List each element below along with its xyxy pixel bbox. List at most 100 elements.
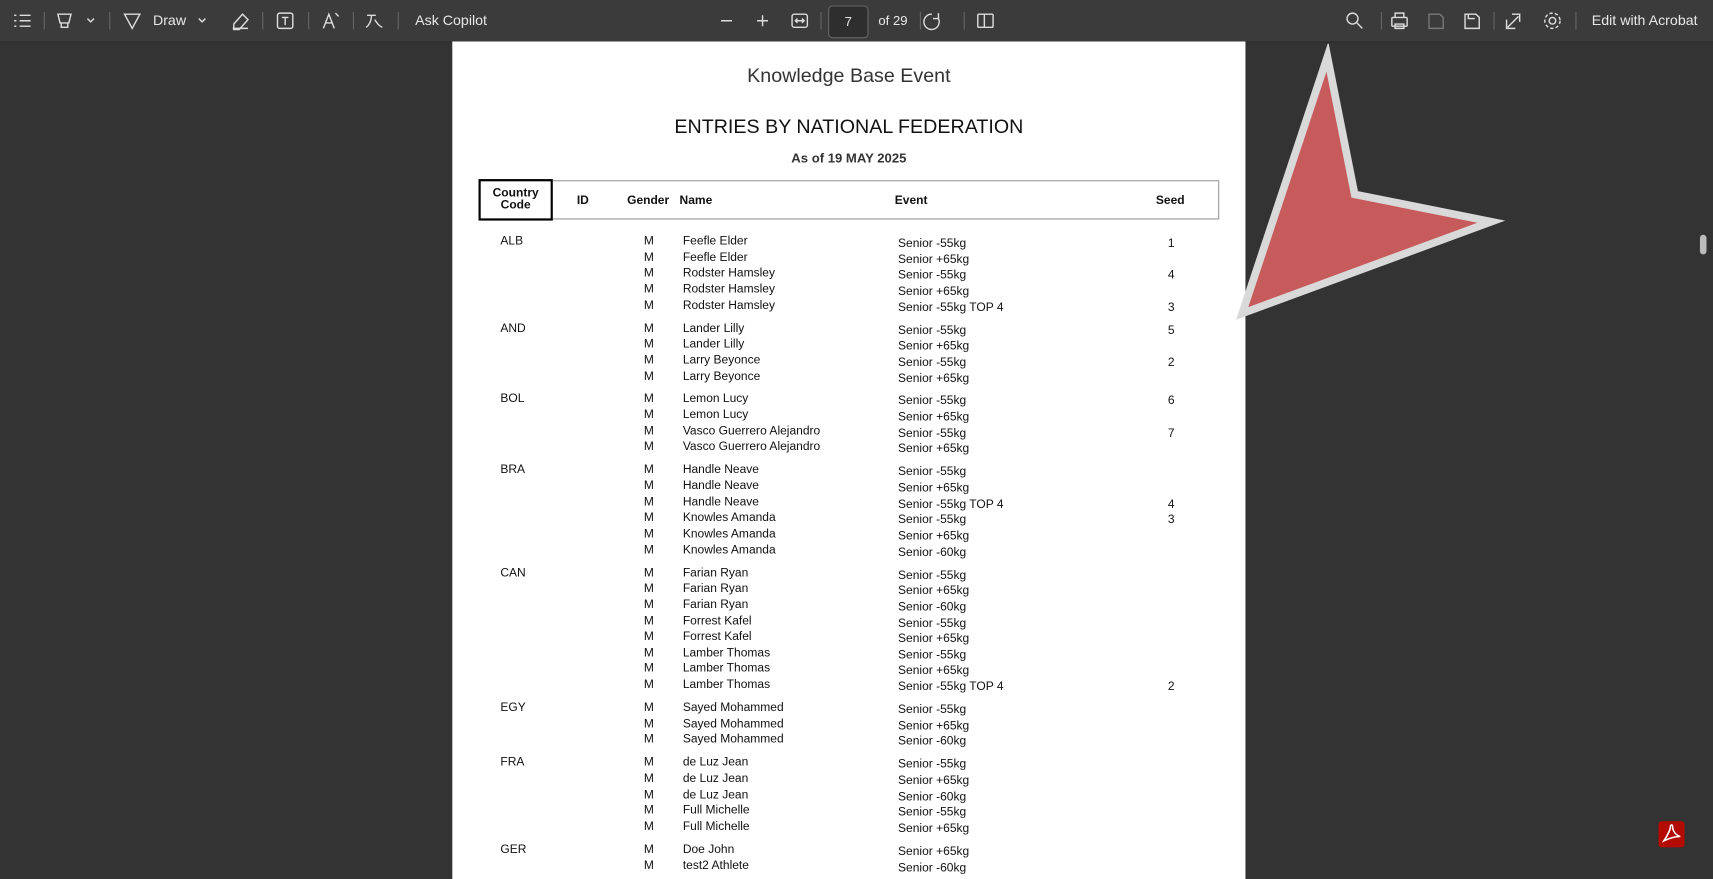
athlete-name: Full Michelle [682, 803, 750, 818]
page-number-input[interactable]: 7 [828, 5, 869, 39]
header-box [478, 179, 553, 221]
event: Senior -55kg TOP 4 [898, 497, 1004, 511]
event: Senior -60kg [898, 790, 967, 804]
header-id: ID [576, 194, 589, 208]
seed: 1 [1167, 236, 1175, 251]
gender: M [643, 701, 654, 715]
gender: M [643, 582, 654, 596]
athlete-name: de Luz Jean [682, 787, 749, 802]
gender: M [643, 495, 654, 509]
event: Senior -55kg [898, 236, 967, 251]
separator [109, 12, 111, 30]
event: Senior +65kg [898, 632, 970, 646]
country-code: BOL [500, 392, 525, 406]
athlete-name: Rodster Hamsley [682, 282, 775, 296]
gender: M [643, 717, 654, 731]
athlete-name: Forrest Kafel [682, 614, 752, 628]
scroll-thumb[interactable] [1699, 234, 1707, 255]
athlete-name: Lemon Lucy [682, 408, 749, 422]
gender: M [643, 321, 654, 335]
event: Senior +65kg [898, 774, 970, 788]
gender: M [643, 527, 654, 541]
seed: 7 [1167, 426, 1175, 440]
athlete-name: test2 Athlete [682, 858, 749, 872]
gender: M [643, 787, 654, 802]
event: Senior -55kg [898, 648, 967, 662]
event: Senior -55kg [898, 513, 967, 527]
seed: 6 [1167, 394, 1175, 408]
athlete-name: Lemon Lucy [682, 392, 749, 406]
event: Senior +65kg [898, 529, 970, 543]
athlete-name: Lander Lilly [682, 321, 745, 335]
athlete-name: Sayed Mohammed [682, 733, 784, 747]
event: Senior -60kg [898, 861, 967, 875]
draw-button[interactable]: Draw [152, 12, 187, 29]
gender: M [643, 819, 654, 834]
header-event: Event [894, 194, 928, 208]
event: Senior -55kg [898, 703, 967, 717]
athlete-name: de Luz Jean [682, 755, 749, 770]
event: Senior +65kg [898, 719, 970, 733]
athlete-name: Rodster Hamsley [682, 266, 775, 280]
seed: 4 [1167, 497, 1175, 511]
event: Senior -55kg [898, 758, 967, 772]
event: Senior +65kg [898, 845, 970, 859]
separator [397, 12, 399, 30]
athlete-name: Feefle Elder [682, 234, 748, 248]
athlete-name: Handle Neave [682, 479, 759, 493]
athlete-name: Larry Beyonce [682, 369, 761, 383]
gender: M [643, 424, 654, 438]
separator [820, 12, 822, 30]
page-count: of 29 [878, 13, 908, 29]
gender: M [643, 614, 654, 628]
athlete-name: Lamber Thomas [682, 678, 771, 692]
country-code: EGY [500, 701, 526, 715]
gender: M [643, 662, 654, 676]
event: Senior -55kg [898, 806, 967, 820]
seed: 3 [1167, 513, 1175, 527]
header-country: Country Code [492, 186, 539, 212]
event: Senior -55kg [898, 568, 967, 582]
athlete-name: Lamber Thomas [682, 646, 771, 660]
scrollbar[interactable] [1698, 44, 1709, 879]
athlete-name: Vasco Guerrero Alejandro [682, 440, 821, 454]
event: Senior -60kg [898, 600, 967, 614]
seed: 4 [1167, 268, 1175, 283]
athlete-name: Knowles Amanda [682, 511, 776, 525]
event: Senior +65kg [898, 584, 970, 598]
event: Senior +65kg [898, 410, 970, 424]
separator [1575, 12, 1577, 30]
event: Senior -55kg [898, 616, 967, 630]
gender: M [643, 234, 654, 248]
seed: 5 [1167, 323, 1175, 337]
report-heading: ENTRIES BY NATIONAL FEDERATION [674, 115, 1024, 138]
athlete-name: Farian Ryan [682, 566, 749, 580]
event: Senior -60kg [898, 545, 967, 559]
gender: M [643, 543, 654, 557]
edit-button[interactable]: Edit with Acrobat [1591, 12, 1698, 29]
event: Senior +65kg [898, 822, 970, 836]
gender: M [643, 803, 654, 818]
toolbar-icons [14, 12, 383, 31]
seed: 2 [1167, 680, 1175, 694]
athlete-name: de Luz Jean [682, 771, 749, 786]
event: Senior -55kg [898, 355, 967, 369]
pdf-page: Knowledge Base Event ENTRIES BY NATIONAL… [452, 41, 1246, 879]
gender: M [643, 392, 654, 406]
gender: M [643, 678, 654, 692]
athlete-name: Sayed Mohammed [682, 701, 784, 715]
athlete-name: Sayed Mohammed [682, 717, 784, 731]
copilot-button[interactable]: Ask Copilot [415, 12, 487, 29]
event: Senior -55kg [898, 323, 967, 337]
acrobat-icon[interactable] [1658, 821, 1685, 848]
event: Senior +65kg [898, 664, 970, 678]
event: Senior +65kg [898, 252, 970, 267]
separator [352, 12, 354, 30]
gender: M [643, 646, 654, 660]
gender: M [643, 598, 654, 612]
event: Senior +65kg [898, 371, 970, 385]
athlete-name: Knowles Amanda [682, 527, 776, 541]
country-code: BRA [500, 463, 526, 477]
table-header [478, 180, 1220, 220]
